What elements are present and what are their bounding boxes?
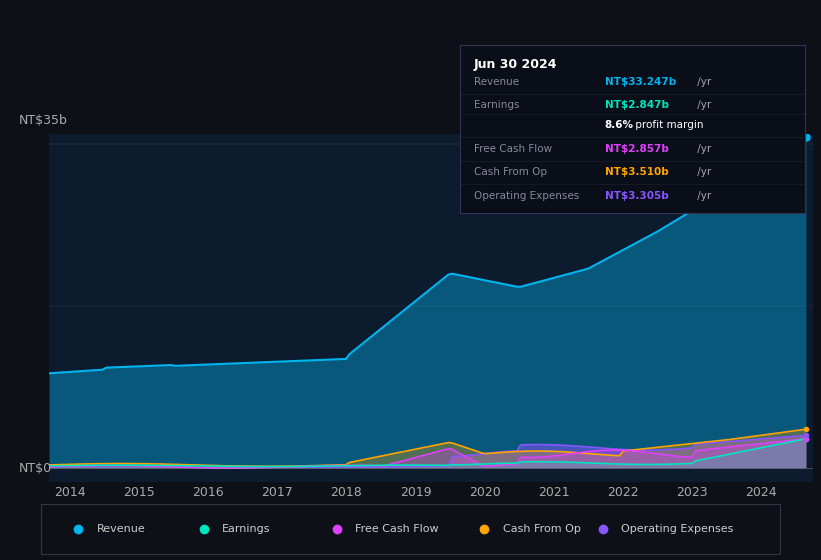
- Text: Cash From Op: Cash From Op: [474, 167, 547, 178]
- Text: 8.6%: 8.6%: [604, 120, 634, 130]
- Text: Operating Expenses: Operating Expenses: [474, 191, 579, 201]
- Text: /yr: /yr: [695, 191, 712, 201]
- Text: /yr: /yr: [695, 77, 712, 87]
- Text: /yr: /yr: [695, 144, 712, 154]
- Text: Free Cash Flow: Free Cash Flow: [355, 524, 438, 534]
- Text: Cash From Op: Cash From Op: [502, 524, 580, 534]
- Text: Operating Expenses: Operating Expenses: [621, 524, 733, 534]
- Text: Revenue: Revenue: [97, 524, 145, 534]
- Text: /yr: /yr: [695, 167, 712, 178]
- Text: NT$3.510b: NT$3.510b: [604, 167, 668, 178]
- Text: /yr: /yr: [695, 100, 712, 110]
- Text: Free Cash Flow: Free Cash Flow: [474, 144, 552, 154]
- Text: NT$2.857b: NT$2.857b: [604, 144, 668, 154]
- Text: NT$3.305b: NT$3.305b: [604, 191, 668, 201]
- Text: NT$33.247b: NT$33.247b: [604, 77, 676, 87]
- Text: Earnings: Earnings: [474, 100, 519, 110]
- Text: Jun 30 2024: Jun 30 2024: [474, 58, 557, 71]
- Text: Earnings: Earnings: [222, 524, 271, 534]
- Text: NT$35b: NT$35b: [19, 114, 67, 128]
- Text: NT$2.847b: NT$2.847b: [604, 100, 668, 110]
- Text: NT$0: NT$0: [19, 461, 52, 475]
- Text: profit margin: profit margin: [632, 120, 704, 130]
- Text: Revenue: Revenue: [474, 77, 519, 87]
